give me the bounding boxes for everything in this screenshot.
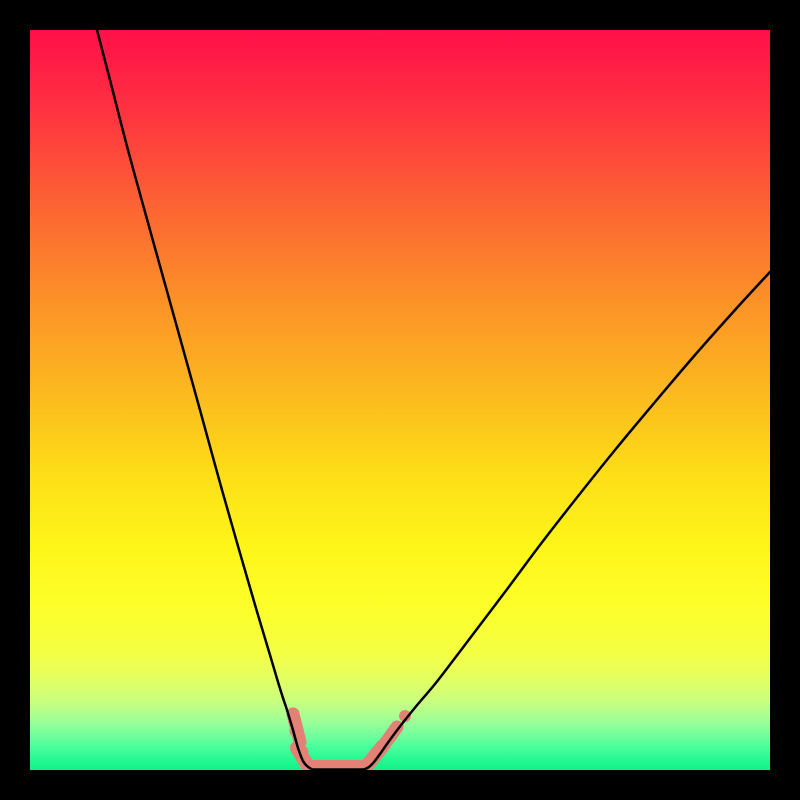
bottleneck-chart: TheBottlenecker.com (0, 0, 800, 800)
border-bottom (0, 770, 800, 800)
border-top (0, 0, 800, 30)
border-right (770, 0, 800, 800)
gradient-background (30, 30, 770, 770)
border-left (0, 0, 30, 800)
